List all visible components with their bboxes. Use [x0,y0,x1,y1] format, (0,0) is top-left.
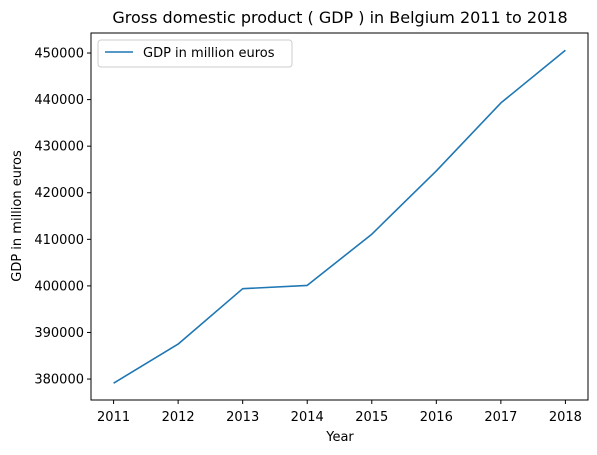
x-tick-label: 2012 [162,410,195,425]
y-tick-label: 390000 [34,326,84,341]
gdp-series-line [113,49,566,384]
y-tick-label: 380000 [34,373,84,388]
y-tick-label: 440000 [34,93,84,108]
x-tick-label: 2015 [355,410,388,425]
x-axis-title: Year [325,430,354,445]
x-axis: 2011 2012 2013 2014 2015 2016 2017 2018 [97,400,582,425]
legend-label: GDP in million euros [143,46,275,61]
chart-title: Gross domestic product ( GDP ) in Belgiu… [112,8,567,27]
y-tick-label: 450000 [34,47,84,62]
x-tick-label: 2017 [484,410,517,425]
series-group [113,49,566,384]
y-tick-label: 420000 [34,186,84,201]
y-tick-label: 410000 [34,233,84,248]
x-tick-label: 2018 [549,410,582,425]
plot-frame [90,32,589,401]
x-tick-label: 2014 [291,410,324,425]
x-tick-label: 2013 [226,410,259,425]
x-tick-label: 2011 [97,410,130,425]
legend: GDP in million euros [97,39,293,68]
legend-box [97,39,293,68]
y-tick-label: 400000 [34,279,84,294]
plot-area [91,33,588,400]
y-axis-title: GDP in million euros [10,150,25,282]
y-axis: 380000 390000 400000 410000 420000 430000 4400… [34,47,91,388]
x-tick-label: 2016 [420,410,453,425]
y-tick-label: 430000 [34,140,84,155]
